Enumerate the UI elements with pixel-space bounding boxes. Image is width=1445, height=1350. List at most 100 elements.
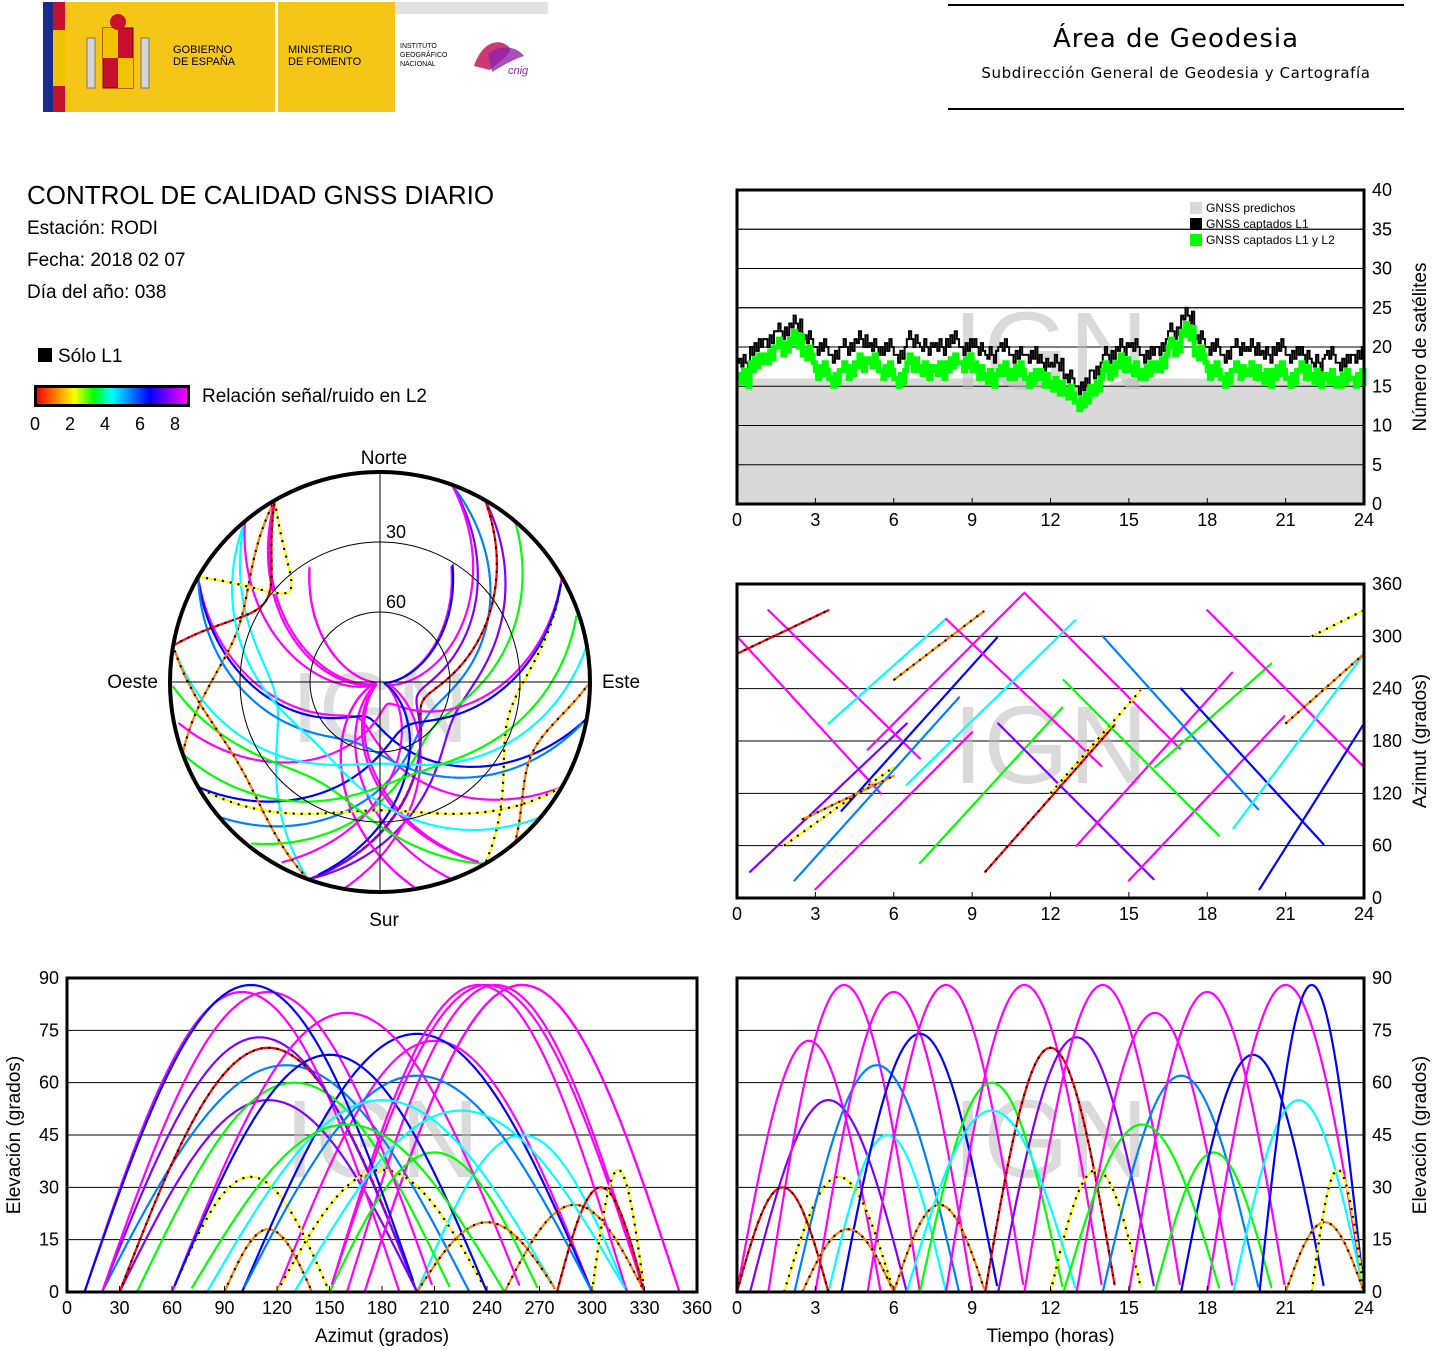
- x-tick-label: 21: [1276, 1298, 1296, 1318]
- satellite-track: [767, 609, 921, 760]
- satellite-track: [737, 1186, 830, 1292]
- satellite-track: [944, 983, 1103, 1292]
- x-tick-label: 0: [62, 1298, 72, 1318]
- y-tick-label: 0: [1372, 494, 1382, 514]
- satellite-track-l1: [590, 1168, 645, 1292]
- satellite-track: [918, 1081, 1064, 1292]
- y-tick-label: 30: [39, 1177, 59, 1197]
- y-tick-label: 0: [1372, 1282, 1382, 1302]
- y-tick-label: 300: [1372, 626, 1402, 646]
- y-tick-label: 0: [1372, 888, 1382, 908]
- satellite-track-l1: [1049, 1168, 1142, 1292]
- satellite-track-l1: [801, 1228, 895, 1292]
- satellite-track: [1284, 1221, 1364, 1292]
- satellite-track: [767, 983, 921, 1292]
- coat-of-arms-icon: [86, 14, 150, 89]
- satellite-track: [275, 1168, 486, 1292]
- satellite-track: [1062, 678, 1221, 837]
- y-tick-label: 60: [1372, 836, 1392, 856]
- series-line: [736, 320, 1367, 413]
- satellite-track: [1075, 1011, 1234, 1292]
- y-axis-label: Azimut (grados): [1410, 674, 1431, 808]
- header-rule-bottom: [948, 108, 1404, 110]
- x-tick-label: 21: [1276, 510, 1296, 530]
- skyplot-ring-label: 30: [386, 522, 406, 542]
- satellite-track: [173, 1053, 489, 1292]
- satellite-track: [1023, 983, 1181, 1292]
- satellite-track: [173, 649, 310, 881]
- ministry-label-2: DE FOMENTO: [288, 56, 362, 68]
- header-rule-top: [948, 4, 1404, 6]
- legend-label: GNSS captados L1: [1206, 217, 1309, 231]
- satellite-track-l1: [783, 766, 895, 847]
- x-tick-label: 12: [1040, 510, 1060, 530]
- y-tick-label: 75: [39, 1020, 59, 1040]
- snr-ticks: 0 2 4 6 8: [30, 414, 190, 436]
- skyplot-ring-label: 60: [386, 592, 406, 612]
- x-tick-label: 18: [1197, 510, 1217, 530]
- snr-tick: 4: [100, 414, 111, 434]
- satellite-track: [1232, 1099, 1364, 1292]
- y-tick-label: 90: [39, 968, 59, 988]
- satellite-track-l1: [737, 609, 829, 655]
- satellite-track: [198, 583, 588, 768]
- x-tick-label: 24: [1354, 1298, 1374, 1318]
- satellite-track: [266, 499, 479, 863]
- report-title: CONTROL DE CALIDAD GNSS DIARIO: [27, 180, 495, 210]
- skyplot-east-label: Este: [602, 672, 640, 693]
- logo-grey-bar: [395, 2, 548, 14]
- satellite-track: [737, 635, 882, 795]
- satellite-track-l1: [892, 1203, 985, 1292]
- skyplot-grid: [168, 470, 592, 894]
- satellite-track: [317, 474, 455, 876]
- skyplot-west-label: Oeste: [107, 672, 158, 693]
- y-tick-label: 25: [1372, 298, 1392, 318]
- satellite-track: [1153, 1151, 1273, 1292]
- satellite-track-l1: [416, 1221, 556, 1292]
- y-axis-label: Elevación (grados): [1410, 1056, 1431, 1214]
- satellite-track: [793, 1064, 961, 1292]
- y-tick-label: 10: [1372, 416, 1392, 436]
- satellite-track: [782, 1175, 895, 1292]
- y-tick-label: 20: [1372, 337, 1392, 357]
- satellite-track: [307, 489, 479, 881]
- satellite-track: [308, 474, 412, 886]
- satellite-track: [240, 1032, 591, 1292]
- legend-label: GNSS captados L1 y L2: [1206, 233, 1335, 247]
- x-tick-label: 18: [1197, 1298, 1217, 1318]
- satellite-track: [181, 503, 274, 755]
- chart-legend: GNSS predichos GNSS captados L1 GNSS capta…: [1190, 201, 1335, 247]
- legend-swatch: [1190, 234, 1202, 246]
- skyplot-chart: Norte Sur Este Oeste IGN 30 60: [107, 448, 640, 930]
- satellite-track: [293, 1109, 626, 1292]
- legend-label: GNSS predichos: [1206, 201, 1295, 215]
- satellite-track: [172, 685, 487, 865]
- satellite-track: [197, 575, 584, 779]
- satellite-track: [737, 609, 830, 655]
- satellite-track: [905, 1109, 1077, 1292]
- y-tick-label: 5: [1372, 455, 1382, 475]
- satellite-track-l1: [203, 786, 563, 815]
- x-tick-label: 90: [214, 1298, 234, 1318]
- satellite-track: [814, 731, 974, 891]
- satellite-track: [918, 706, 1064, 865]
- satellite-track: [1232, 654, 1364, 830]
- satellite-track: [1023, 591, 1181, 750]
- satellite-track-l1: [1310, 1168, 1364, 1292]
- y-tick-label: 15: [1372, 1230, 1392, 1250]
- y-tick-label: 240: [1372, 679, 1402, 699]
- satellite-track: [223, 1228, 314, 1292]
- x-tick-label: 6: [889, 510, 899, 530]
- ign-watermark: IGN: [953, 684, 1149, 807]
- satellite-track-l1: [170, 1175, 331, 1292]
- satellite-track: [328, 1151, 539, 1292]
- satellite-track: [814, 990, 974, 1292]
- satellite-track: [331, 983, 646, 1292]
- satellite-track: [103, 1036, 419, 1292]
- x-tick-label: 3: [810, 904, 820, 924]
- x-tick-label: 24: [1354, 510, 1374, 530]
- area-title: Área de Geodesia: [1052, 24, 1300, 54]
- satellite-track: [83, 990, 401, 1292]
